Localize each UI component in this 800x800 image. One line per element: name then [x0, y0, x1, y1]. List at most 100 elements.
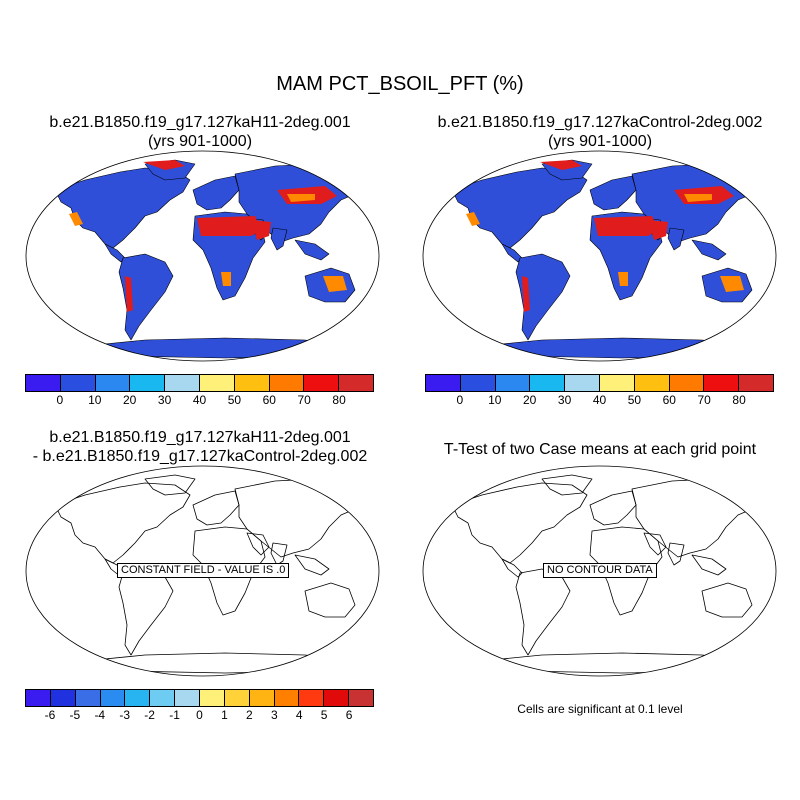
bare-soil-region — [125, 276, 133, 312]
colorbar-diff-swatch — [125, 690, 151, 706]
colorbar-field-right — [425, 374, 774, 392]
colorbar-field-right-tick-label: 50 — [627, 393, 642, 407]
colorbar-field-left-swatch — [130, 375, 166, 391]
significance-note: Cells are significant at 0.1 level — [517, 702, 683, 716]
colorbar-diff-tick-label: -6 — [44, 708, 56, 722]
colorbar-field-right-tick-label: 10 — [488, 393, 502, 407]
bare-soil-region — [323, 276, 347, 292]
colorbar-diff-ticks: -6 -5 -4 -3 -2 -1 0 1 2 3 4 5 6 — [25, 708, 374, 724]
panel1-title-line1: b.e21.B1850.f19_g17.127kaH11-2deg.001 — [49, 114, 351, 131]
bare-soil-region — [648, 220, 668, 240]
se-asia-landmass — [691, 239, 727, 261]
colorbar-diff-swatch — [249, 690, 275, 706]
colorbar-field-left-swatch — [234, 375, 270, 391]
panel3-title-line2: - b.e21.B1850.f19_g17.127kaControl-2deg.… — [32, 448, 368, 465]
colorbar-field-left-tick-label: 80 — [332, 393, 346, 407]
colorbar-diff-tick-label: 5 — [320, 708, 328, 722]
panel4-title-line1: T-Test of two Case means at each grid po… — [443, 441, 757, 458]
se-asia-landmass — [294, 239, 330, 261]
colorbar-diff-tick-label: 1 — [221, 708, 228, 722]
colorbar-field-left-swatch — [165, 375, 200, 391]
bare-soil-region — [594, 216, 658, 236]
colorbar-field-left-swatch — [304, 375, 340, 391]
colorbar-field-right-swatch — [530, 375, 566, 391]
panel2-title: b.e21.B1850.f19_g17.127kaControl-2deg.00… — [400, 113, 800, 151]
central-america-landmass — [501, 558, 523, 578]
india-landmass — [667, 542, 685, 566]
map-border — [422, 465, 777, 677]
bare-soil-region — [197, 216, 261, 236]
colorbar-field-right-tick-label: 0 — [456, 393, 464, 407]
colorbar-field-right-swatch — [634, 375, 670, 391]
colorbar-field-right-tick-label: 20 — [523, 393, 537, 407]
se-asia-landmass — [294, 554, 330, 576]
colorbar-diff-swatch — [324, 690, 350, 706]
map-border — [25, 465, 380, 677]
colorbar-field-right-tick-label: 70 — [697, 393, 711, 407]
greenland-landmass — [144, 474, 196, 496]
colorbar-field-left-tick-label: 30 — [157, 393, 172, 407]
colorbar-field-left-tick-label: 70 — [297, 393, 311, 407]
colorbar-diff-tick-label: 4 — [295, 708, 303, 722]
colorbar-field-right-swatch — [704, 375, 740, 391]
colorbar-diff-tick-label: 6 — [345, 708, 353, 722]
colorbar-field-left-tick-label: 60 — [262, 393, 276, 407]
colorbar-field-right-swatch — [565, 375, 600, 391]
bare-soil-region — [522, 276, 530, 312]
map-border — [25, 150, 380, 362]
bare-soil-region — [143, 160, 185, 170]
colorbar-diff-swatch — [75, 690, 101, 706]
bare-soil-region — [221, 272, 231, 286]
colorbar-diff-tick-label: 2 — [246, 708, 253, 722]
bare-soil-region — [540, 160, 582, 170]
colorbar-field-right-tick-label: 60 — [662, 393, 676, 407]
europe-landmass — [192, 175, 240, 211]
panel2-map — [422, 150, 777, 362]
india-landmass — [270, 227, 288, 251]
colorbar-diff-tick-label: -5 — [69, 708, 81, 722]
europe-landmass — [192, 490, 240, 526]
bare-soil-region — [618, 272, 628, 286]
panel4-note: NO CONTOUR DATA — [543, 563, 657, 578]
europe-landmass — [589, 175, 637, 211]
india-landmass — [667, 227, 685, 251]
colorbar-diff-tick-label: -2 — [144, 708, 155, 722]
arabia-landmass — [246, 532, 270, 556]
se-asia-landmass — [691, 554, 727, 576]
bare-soil-region — [684, 194, 712, 202]
colorbar-diff-swatch — [150, 690, 176, 706]
colorbar-field-left-tick-label: 0 — [56, 393, 64, 407]
colorbar-field-left-swatch — [339, 375, 373, 391]
panel3-note: CONSTANT FIELD - VALUE IS .0 — [117, 563, 290, 578]
colorbar-field-left-swatch — [199, 375, 235, 391]
colorbar-diff-swatch — [224, 690, 250, 706]
map-border — [422, 150, 777, 362]
colorbar-diff-tick-label: 3 — [270, 708, 278, 722]
colorbar-field-right-tick-label: 30 — [557, 393, 572, 407]
colorbar-field-right-swatch — [426, 375, 461, 391]
colorbar-field-right-tick-label: 40 — [592, 393, 607, 407]
bare-soil-region — [251, 220, 271, 240]
bare-soil-region — [69, 212, 83, 226]
greenland-landmass — [541, 474, 593, 496]
colorbar-field-left-ticks: 0 10 20 30 40 50 60 70 80 — [25, 393, 374, 409]
panel1-map — [25, 150, 380, 362]
colorbar-diff-tick-label: 0 — [196, 708, 203, 722]
colorbar-field-right-swatch — [460, 375, 496, 391]
colorbar-field-right-swatch — [599, 375, 635, 391]
colorbar-diff-swatch — [100, 690, 126, 706]
colorbar-diff-swatch — [299, 690, 325, 706]
colorbar-diff-swatch — [175, 690, 201, 706]
panel3-title-line1: b.e21.B1850.f19_g17.127kaH11-2deg.001 — [49, 429, 351, 446]
colorbar-diff — [25, 689, 374, 707]
panel4-title: T-Test of two Case means at each grid po… — [400, 440, 800, 459]
colorbar-field-right-swatch — [739, 375, 773, 391]
south-america-landmass — [515, 253, 571, 341]
colorbar-field-right-swatch — [495, 375, 531, 391]
colorbar-field-right-swatch — [669, 375, 705, 391]
bare-soil-region — [466, 212, 480, 226]
colorbar-field-left-tick-label: 40 — [192, 393, 207, 407]
bare-soil-region — [720, 276, 744, 292]
panel2-map-content — [422, 150, 777, 362]
panel1-title-line2: (yrs 901-1000) — [147, 133, 253, 150]
